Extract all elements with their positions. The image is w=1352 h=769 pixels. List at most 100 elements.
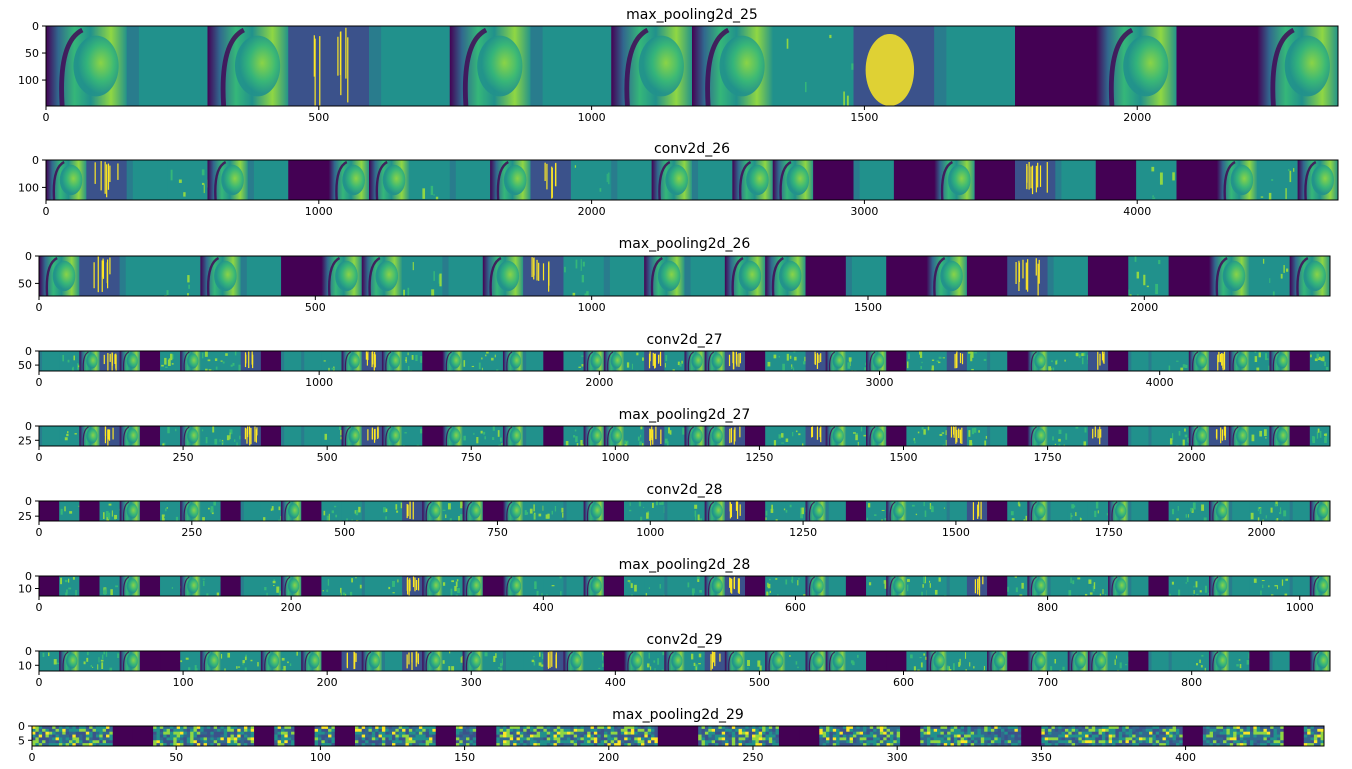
feature-tile xyxy=(1047,651,1069,671)
feature-tile xyxy=(1061,726,1083,746)
feature-tile xyxy=(623,351,645,371)
feature-tile xyxy=(409,160,451,200)
feature-tile xyxy=(745,351,766,371)
feature-tile xyxy=(724,501,746,521)
feature-tile xyxy=(341,651,363,671)
feature-tile xyxy=(886,651,907,671)
feature-tile xyxy=(987,501,1008,521)
feature-tile xyxy=(1249,351,1271,371)
feature-tile xyxy=(1055,160,1097,200)
feature-tile xyxy=(119,576,141,596)
feature-tile xyxy=(603,501,625,521)
feature-tile xyxy=(1168,651,1190,671)
feature-tile xyxy=(99,576,121,596)
feature-tile xyxy=(39,351,60,371)
feature-tile xyxy=(301,351,322,371)
feature-tile xyxy=(1176,160,1218,200)
feature-tile xyxy=(966,256,1008,296)
feature-tile xyxy=(879,726,901,746)
feature-tile xyxy=(765,576,786,596)
feature-tile xyxy=(462,576,484,596)
feature-tile xyxy=(1162,726,1183,746)
axes-frame xyxy=(38,350,1331,372)
x-tick-label: 1000 xyxy=(636,526,664,539)
feature-tile xyxy=(462,501,484,521)
feature-tile xyxy=(220,651,242,671)
feature-tile xyxy=(482,576,504,596)
y-tick-label: 25 xyxy=(18,434,32,447)
feature-tile xyxy=(906,576,930,596)
axes-frame xyxy=(38,575,1331,597)
feature-tile xyxy=(369,160,410,200)
x-tick-label: 800 xyxy=(1181,676,1202,689)
feature-tile xyxy=(1047,501,1069,521)
feature-tile xyxy=(369,26,451,106)
feature-tile xyxy=(926,576,948,596)
feature-tile xyxy=(1249,651,1270,671)
x-tick-label: 750 xyxy=(487,526,508,539)
panel-title: conv2d_29 xyxy=(646,632,722,648)
feature-tile xyxy=(79,501,101,521)
feature-tile xyxy=(1087,576,1109,596)
feature-tile xyxy=(402,426,423,446)
feature-tile xyxy=(516,726,537,746)
feature-tile xyxy=(301,426,322,446)
feature-tile xyxy=(381,576,405,596)
feature-tile xyxy=(1289,501,1311,521)
feature-tile xyxy=(987,651,1008,671)
feature-tile xyxy=(1027,651,1049,671)
feature-tile xyxy=(139,651,161,671)
feature-tile xyxy=(906,651,928,671)
feature-tile xyxy=(180,501,201,521)
feature-tile xyxy=(805,651,827,671)
x-tick-label: 1750 xyxy=(1034,451,1062,464)
feature-tile xyxy=(39,256,80,296)
feature-tile xyxy=(1007,256,1049,296)
panel-title: conv2d_28 xyxy=(646,482,722,498)
y-tick-label: 0 xyxy=(25,495,32,508)
x-tick-label: 350 xyxy=(1031,751,1052,764)
feature-tile xyxy=(1257,160,1299,200)
feature-tile xyxy=(422,501,443,521)
x-tick-label: 0 xyxy=(43,111,50,124)
feature-tile xyxy=(765,651,786,671)
feature-tile xyxy=(1148,501,1170,521)
feature-tile xyxy=(321,256,363,296)
y-tick-label: 10 xyxy=(18,583,32,596)
feature-tile xyxy=(288,26,370,106)
feature-tile xyxy=(402,576,423,596)
feature-tile xyxy=(119,501,141,521)
feature-tile xyxy=(1269,576,1291,596)
x-tick-label: 800 xyxy=(1037,601,1058,614)
feature-tile xyxy=(1249,501,1270,521)
feature-tile xyxy=(79,576,101,596)
x-tick-label: 500 xyxy=(308,111,329,124)
feature-tile xyxy=(684,576,706,596)
feature-tile xyxy=(623,576,645,596)
feature-tile xyxy=(785,501,808,521)
feature-tile xyxy=(866,426,887,446)
feature-tile xyxy=(502,426,524,446)
feature-tile xyxy=(583,501,605,521)
feature-tile xyxy=(442,426,464,446)
feature-tile xyxy=(1188,351,1210,371)
feature-tile xyxy=(765,501,786,521)
x-tick-label: 0 xyxy=(36,451,43,464)
feature-tile xyxy=(570,160,612,200)
panel-title: max_pooling2d_29 xyxy=(612,707,744,723)
x-tick-label: 250 xyxy=(742,751,763,764)
feature-tile xyxy=(361,501,383,521)
feature-tile xyxy=(845,576,867,596)
x-tick-label: 0 xyxy=(36,376,43,389)
feature-tile xyxy=(692,26,774,106)
feature-tile xyxy=(442,576,464,596)
feature-tile xyxy=(1229,651,1251,671)
feature-tile xyxy=(523,501,546,521)
feature-tile xyxy=(1309,501,1330,521)
feature-tile xyxy=(523,576,544,596)
y-tick-label: 0 xyxy=(25,420,32,433)
feature-tile xyxy=(1007,651,1028,671)
feature-tile xyxy=(611,26,693,106)
feature-tile xyxy=(583,426,605,446)
feature-tile xyxy=(301,501,322,521)
